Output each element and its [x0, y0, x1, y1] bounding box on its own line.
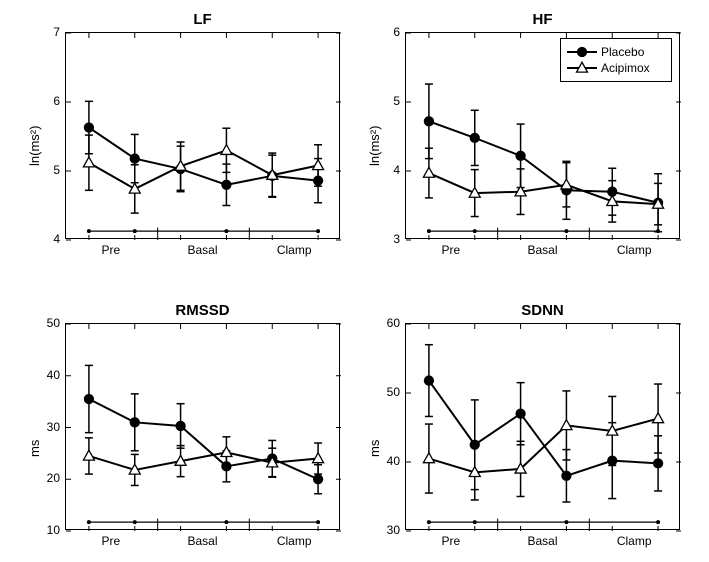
legend: Placebo Acipimox — [560, 38, 672, 82]
y-tick-label: 30 — [387, 523, 400, 537]
y-tick-label: 20 — [47, 471, 60, 485]
x-tick-label: Pre — [81, 243, 141, 257]
x-tick-label: Clamp — [264, 534, 324, 548]
y-tick-label: 7 — [53, 25, 60, 39]
y-tick-label: 40 — [387, 454, 400, 468]
legend-label: Placebo — [601, 45, 644, 59]
panel-sdnn — [405, 323, 680, 530]
y-tick-label: 3 — [393, 232, 400, 246]
x-tick-label: Clamp — [604, 243, 664, 257]
y-tick-label: 30 — [47, 420, 60, 434]
legend-swatch — [567, 61, 597, 75]
y-tick-label: 10 — [47, 523, 60, 537]
panel-title: LF — [65, 11, 340, 28]
figure: 4 5 6 7 Pre Basal Clamp LF ln(ms²) 3 4 5 6 Pre Basal Cl… — [0, 0, 709, 562]
y-tick-label: 60 — [387, 316, 400, 330]
x-tick-label: Clamp — [264, 243, 324, 257]
x-tick-label: Clamp — [604, 534, 664, 548]
y-tick-label: 4 — [53, 232, 60, 246]
legend-label: Acipimox — [601, 61, 650, 75]
y-tick-label: 50 — [387, 385, 400, 399]
plot-area — [66, 324, 341, 531]
panel-title: HF — [405, 11, 680, 28]
panel-rmssd — [65, 323, 340, 530]
y-axis-label: ln(ms²) — [27, 125, 42, 165]
x-tick-label: Basal — [513, 243, 573, 257]
y-axis-label: ms — [367, 439, 382, 456]
y-axis-label: ln(ms²) — [367, 125, 382, 165]
y-tick-label: 4 — [393, 163, 400, 177]
legend-item: Acipimox — [567, 61, 665, 75]
legend-swatch — [567, 45, 597, 59]
y-tick-label: 5 — [53, 163, 60, 177]
x-tick-label: Basal — [513, 534, 573, 548]
y-tick-label: 6 — [53, 94, 60, 108]
plot-area — [66, 33, 341, 240]
x-tick-label: Pre — [421, 243, 481, 257]
plot-area — [406, 324, 681, 531]
x-tick-label: Pre — [421, 534, 481, 548]
x-tick-label: Basal — [173, 243, 233, 257]
panel-title: RMSSD — [65, 302, 340, 319]
y-tick-label: 5 — [393, 94, 400, 108]
y-axis-label: ms — [27, 439, 42, 456]
y-tick-label: 6 — [393, 25, 400, 39]
y-tick-label: 50 — [47, 316, 60, 330]
panel-lf — [65, 32, 340, 239]
panel-title: SDNN — [405, 302, 680, 319]
y-tick-label: 40 — [47, 368, 60, 382]
legend-item: Placebo — [567, 45, 665, 59]
x-tick-label: Basal — [173, 534, 233, 548]
x-tick-label: Pre — [81, 534, 141, 548]
